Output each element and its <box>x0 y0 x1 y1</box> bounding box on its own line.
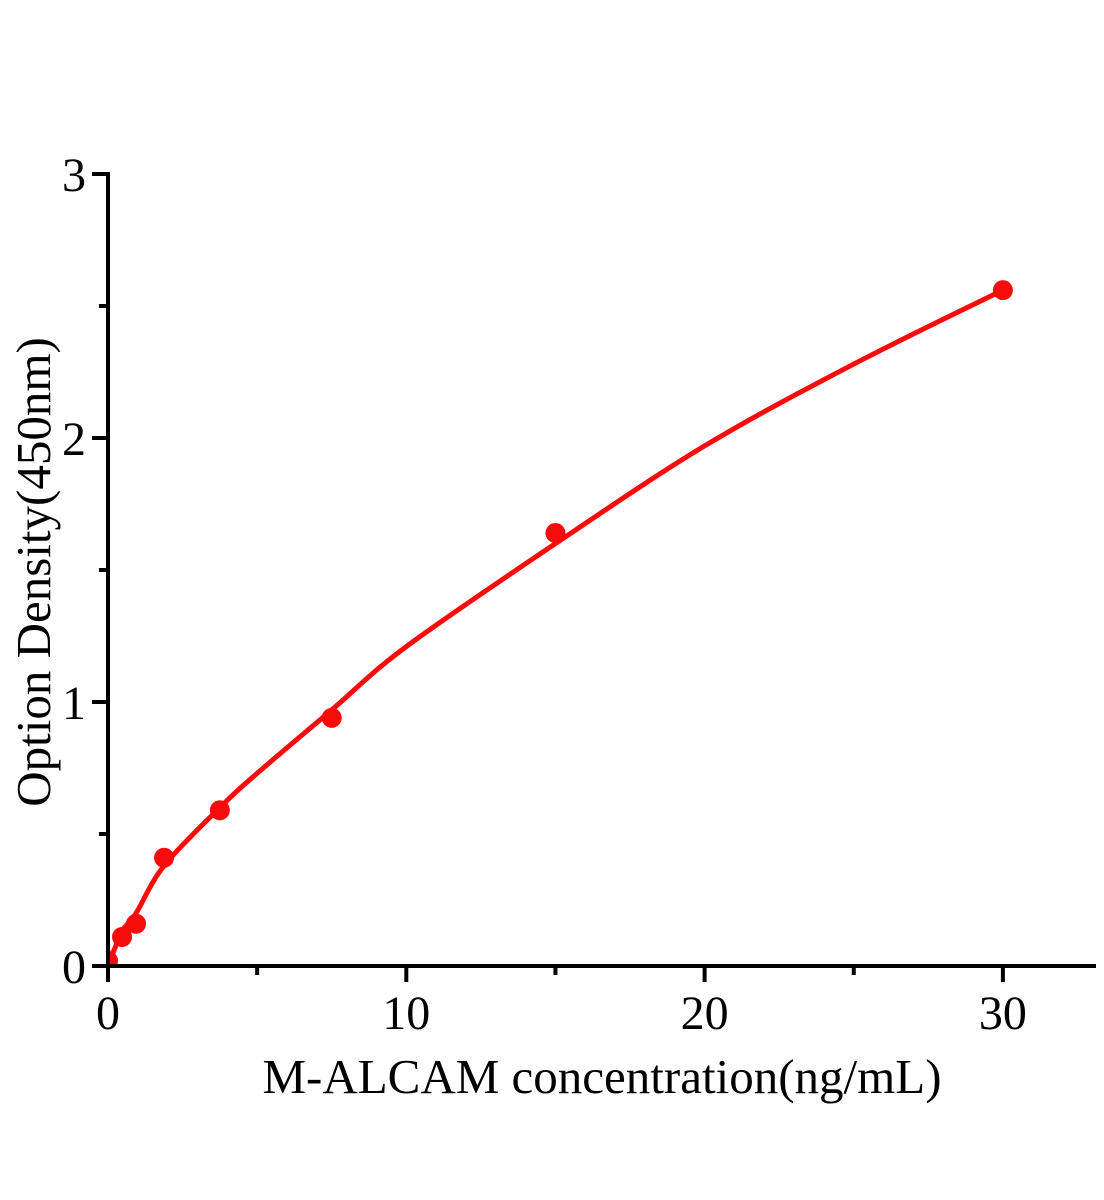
data-point <box>992 280 1013 301</box>
data-point <box>110 950 118 964</box>
data-point <box>126 913 147 934</box>
data-point <box>321 707 342 728</box>
x-tick-label: 30 <box>979 987 1027 1040</box>
y-tick-label: 0 <box>62 941 86 994</box>
tick-label-layer: 0 10 20 30 0 1 2 3 <box>62 149 1027 1040</box>
x-tick-label: 0 <box>96 987 120 1040</box>
data-point <box>545 523 566 544</box>
data-point <box>209 800 230 821</box>
data-point <box>154 847 175 868</box>
x-axis-title: M-ALCAM concentration(ng/mL) <box>262 1049 941 1104</box>
fit-curve <box>110 287 1006 964</box>
y-tick-label: 2 <box>62 413 86 466</box>
y-tick-label: 3 <box>62 149 86 202</box>
axes-layer <box>92 172 1096 982</box>
series-layer <box>110 280 1013 964</box>
y-axis-title: Option Density(450nm) <box>6 337 61 807</box>
x-tick-label: 10 <box>382 987 430 1040</box>
x-tick-label: 20 <box>681 987 729 1040</box>
data-point <box>112 926 133 947</box>
y-tick-label: 1 <box>62 677 86 730</box>
